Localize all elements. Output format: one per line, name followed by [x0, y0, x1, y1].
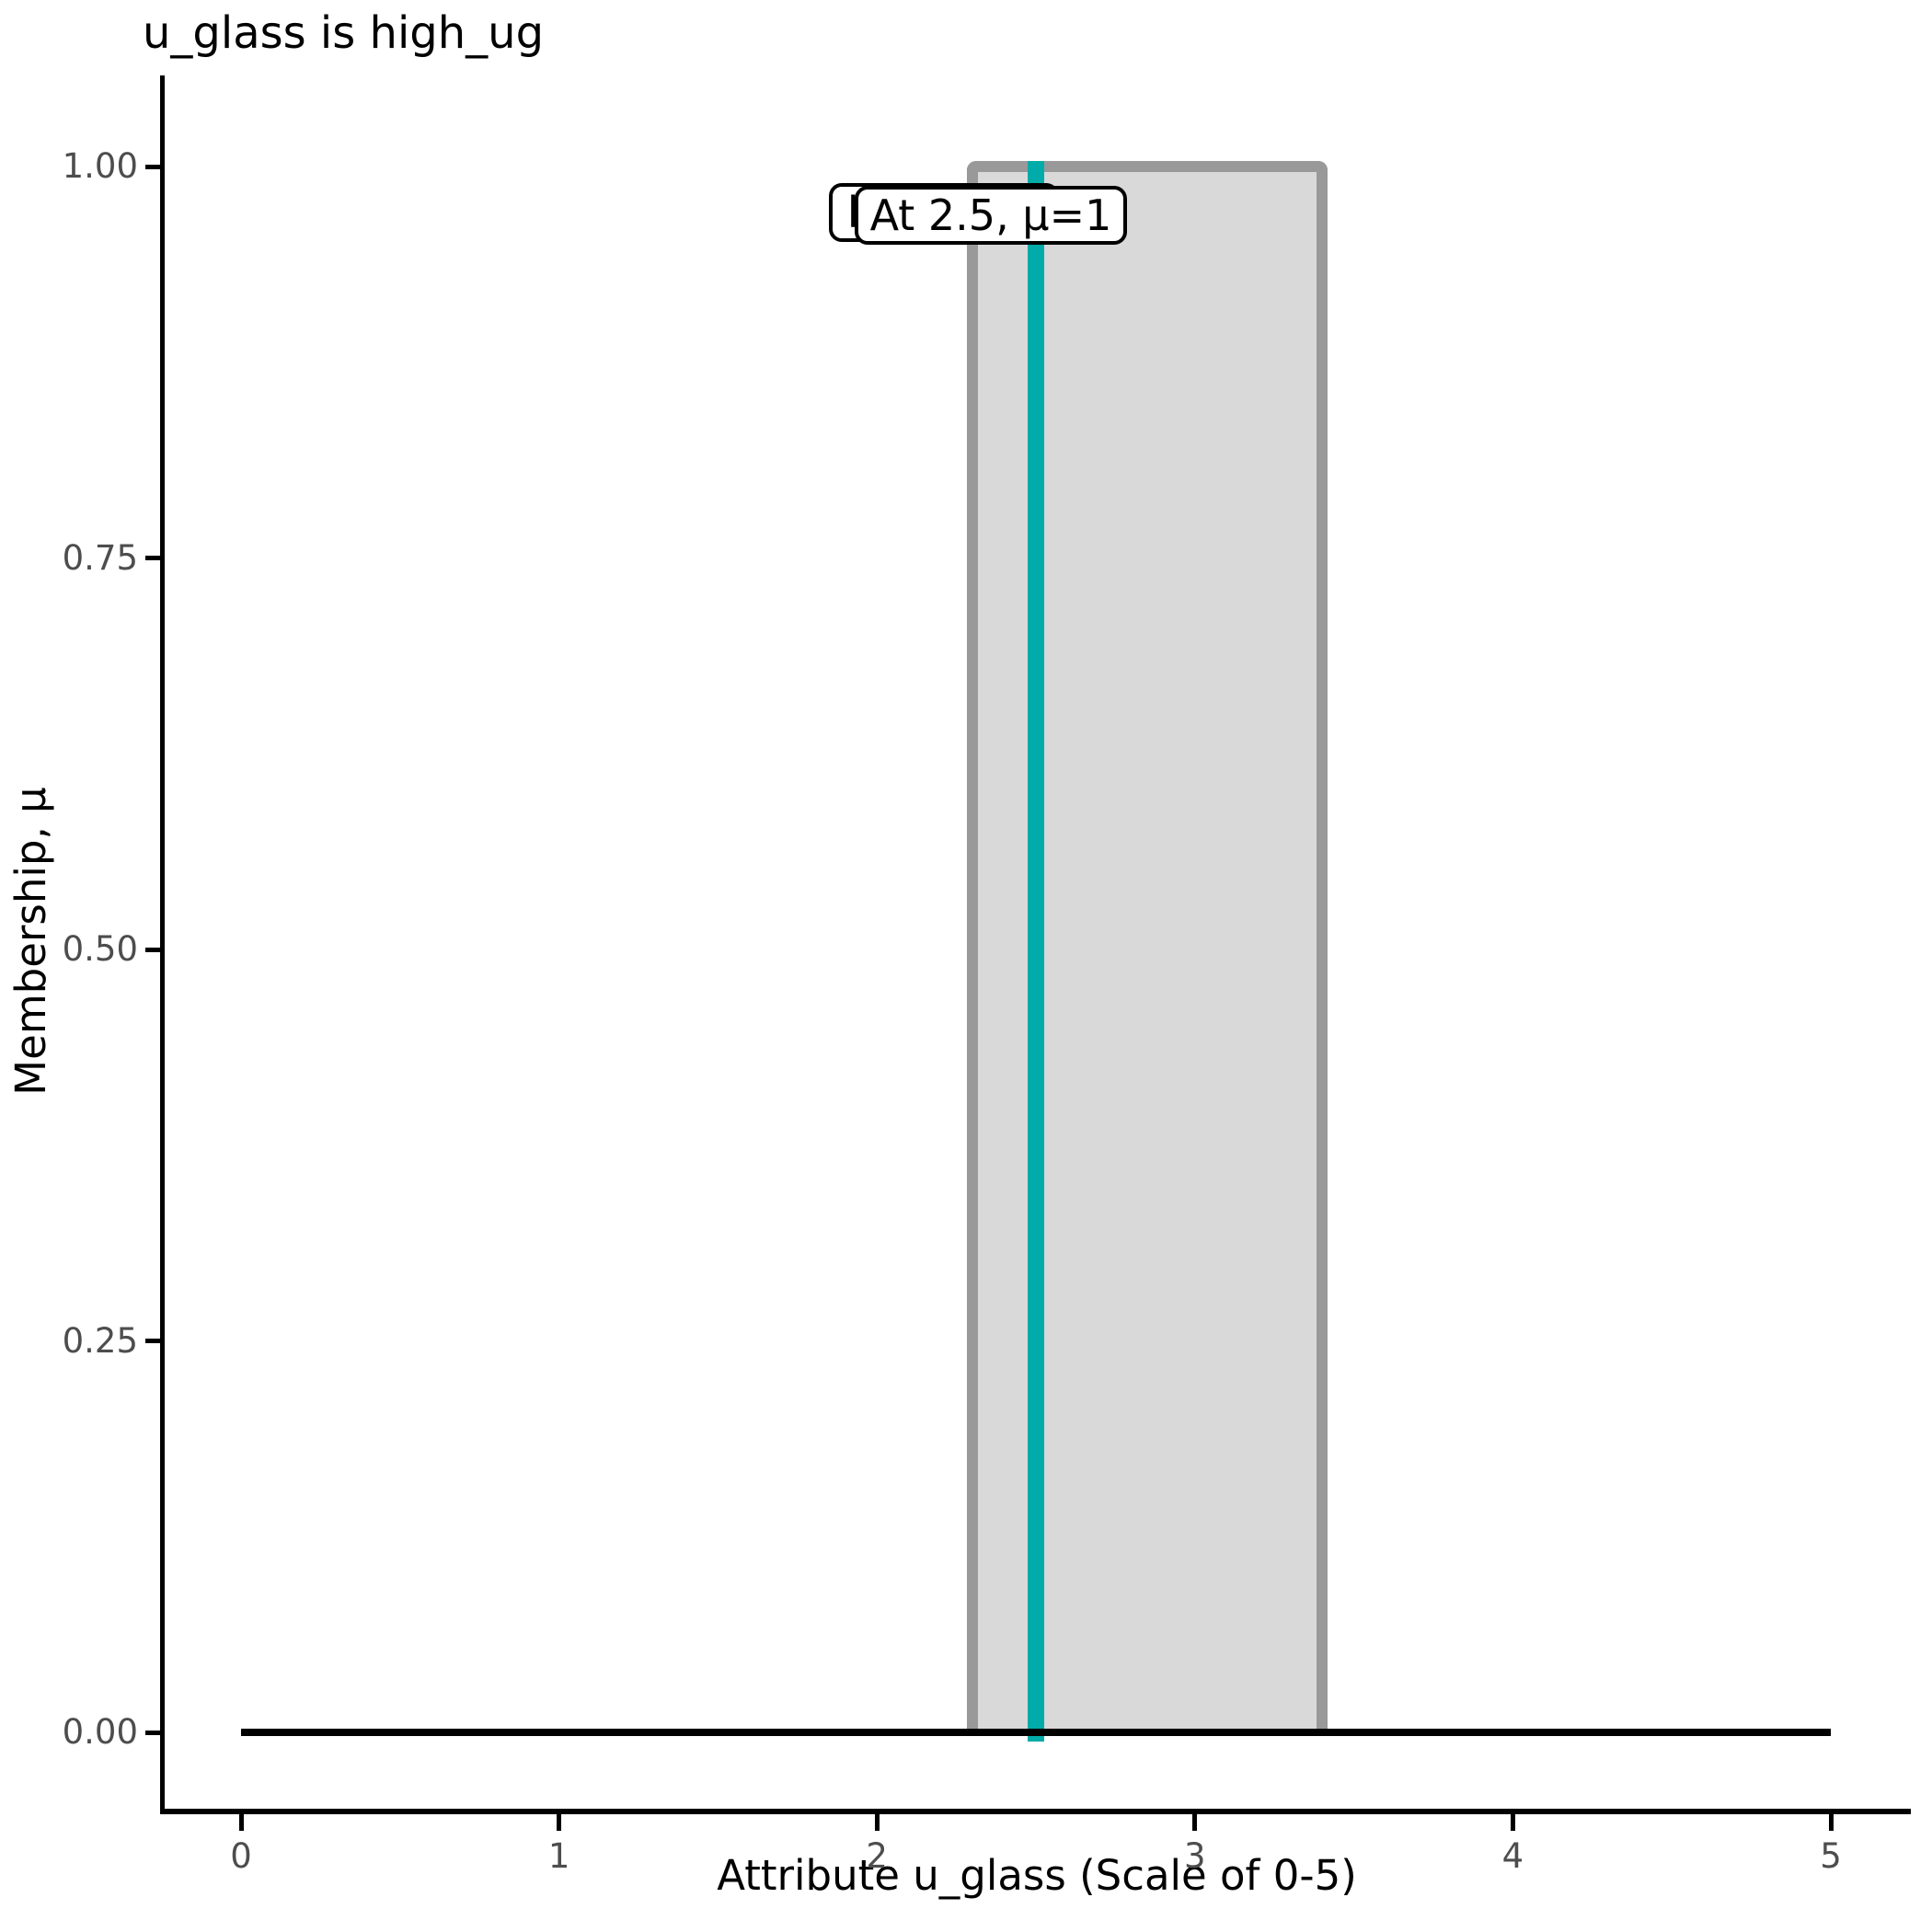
evaluation-line [1028, 161, 1044, 1742]
x-axis-tick [1192, 1814, 1198, 1831]
y-axis-tick-label: 0.00 [62, 1712, 138, 1752]
y-axis-tick-label: 0.25 [62, 1320, 138, 1361]
x-axis-tick [1510, 1814, 1515, 1831]
membership-function-rectangle [966, 161, 1328, 1736]
x-axis-tick-label: 3 [1184, 1836, 1206, 1876]
y-axis-tick-label: 1.00 [62, 146, 138, 186]
evaluation-label: At 2.5, μ=1 [855, 186, 1127, 245]
x-axis-tick-label: 4 [1501, 1836, 1524, 1876]
x-axis-tick-label: 5 [1820, 1836, 1842, 1876]
y-axis-tick-label: 0.50 [62, 929, 138, 969]
x-axis-line [160, 1809, 1911, 1814]
y-axis-tick-label: 0.75 [62, 537, 138, 578]
y-axis-tick [145, 164, 163, 169]
x-axis-tick [1828, 1814, 1834, 1831]
y-axis-line [160, 75, 165, 1814]
y-axis-tick [145, 1730, 163, 1735]
y-axis-tick [145, 1339, 163, 1343]
chart-title: u_glass is high_ug [143, 7, 545, 59]
x-axis-tick [557, 1814, 562, 1831]
x-axis-label: Attribute u_glass (Scale of 0-5) [717, 1851, 1357, 1900]
x-axis-tick-label: 2 [866, 1836, 888, 1876]
x-axis-tick [238, 1814, 244, 1831]
membership-baseline [241, 1729, 1831, 1736]
x-axis-tick-label: 0 [230, 1836, 252, 1876]
x-axis-tick-label: 1 [547, 1836, 570, 1876]
x-axis-tick [874, 1814, 880, 1831]
evaluation-text: At 2.5, μ=1 [869, 190, 1112, 240]
y-axis-tick [145, 947, 163, 952]
y-axis-tick [145, 556, 163, 560]
